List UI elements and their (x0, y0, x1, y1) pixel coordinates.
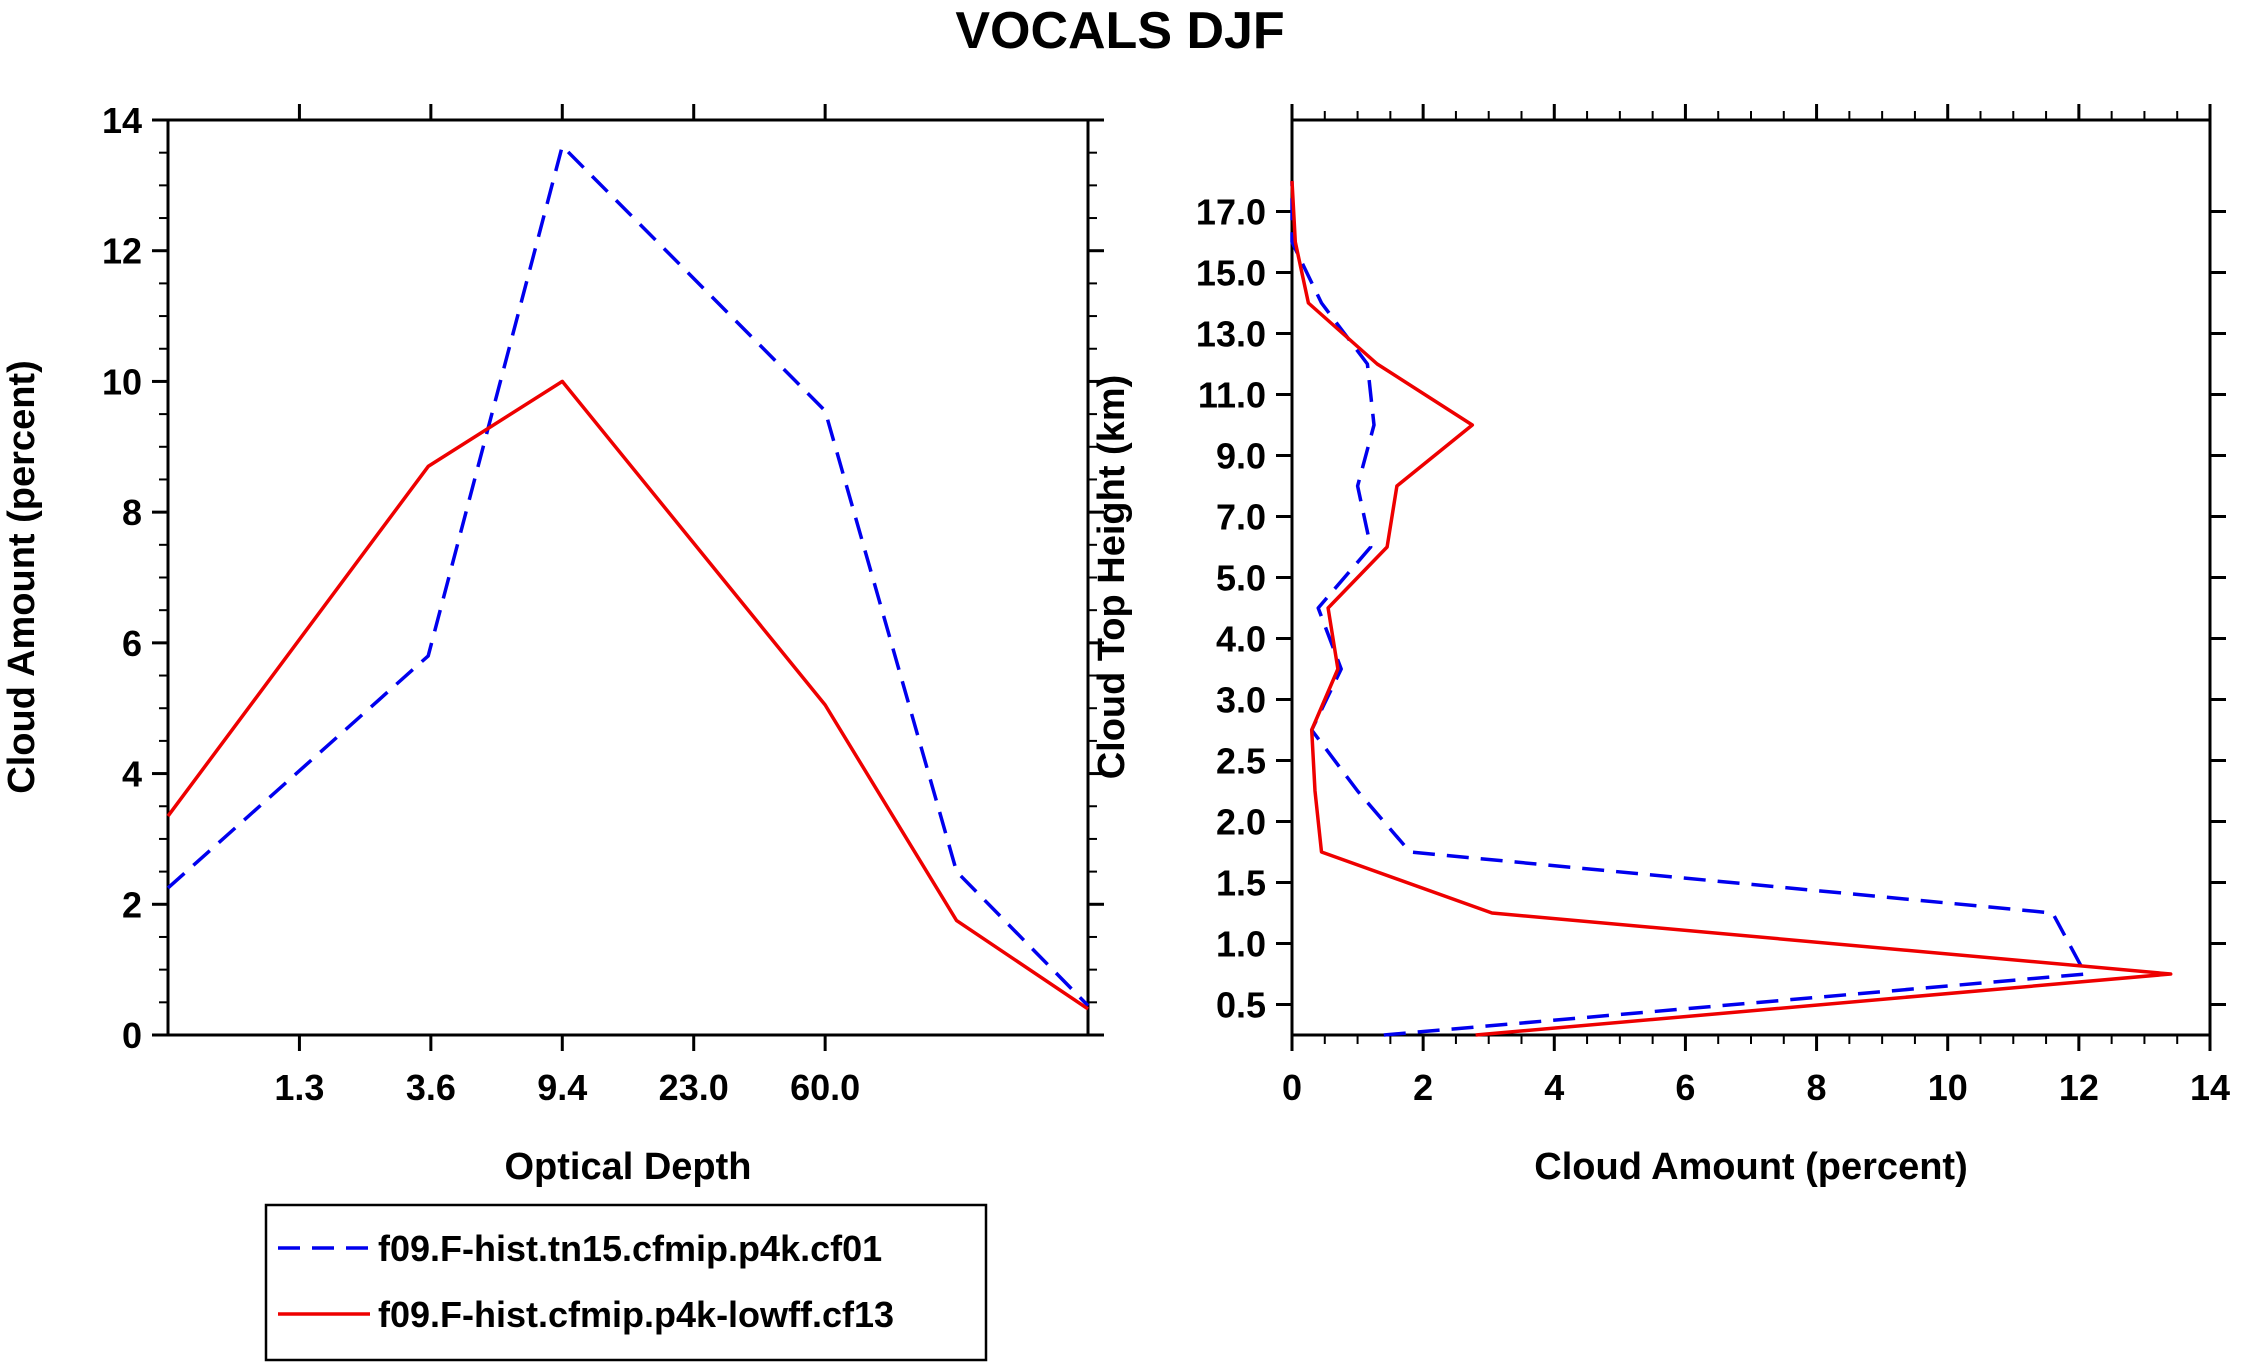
right-x-tick-label: 6 (1675, 1067, 1695, 1108)
left-x-tick-label: 3.6 (406, 1067, 456, 1108)
left-y-tick-label: 2 (122, 884, 142, 925)
left-y-tick-label: 4 (122, 754, 142, 795)
right-x-axis-label: Cloud Amount (percent) (1534, 1146, 1967, 1188)
right-y-tick-label: 2.0 (1216, 802, 1266, 843)
right-y-tick-label: 9.0 (1216, 436, 1266, 477)
right-plot-frame (1290, 118, 2212, 1037)
left-y-tick-label: 10 (102, 361, 142, 402)
right-y-axis-label: Cloud Top Height (km) (1091, 375, 1133, 780)
right-x-tick-label: 12 (2059, 1067, 2099, 1108)
left-y-axis-label: Cloud Amount (percent) (1, 360, 43, 793)
left-y-tick-label: 12 (102, 231, 142, 272)
right-y-tick-label: 2.5 (1216, 741, 1266, 782)
left-x-axis-label: Optical Depth (504, 1146, 751, 1188)
right-x-tick-label: 4 (1544, 1067, 1564, 1108)
right-y-tick-label: 1.0 (1216, 924, 1266, 965)
optical-depth-panel: 0 2 4 6 8 10 12 14 1.3 3.6 9.4 23.0 60.0 Optical Dep… (1, 100, 1104, 1188)
right-x-tick-label: 2 (1413, 1067, 1433, 1108)
left-y-tick-label: 0 (122, 1015, 142, 1056)
legend-label-series-a: f09.F-hist.tn15.cfmip.p4k.cf01 (378, 1228, 882, 1269)
left-x-tick-label: 1.3 (274, 1067, 324, 1108)
legend-label-series-b: f09.F-hist.cfmip.p4k-lowff.cf13 (378, 1294, 894, 1335)
right-y-tick-label: 17.0 (1196, 192, 1266, 233)
left-x-tick-label: 60.0 (790, 1067, 860, 1108)
left-x-tick-label: 9.4 (537, 1067, 587, 1108)
left-plot-frame (166, 118, 1090, 1037)
left-series-line-a (166, 144, 1090, 1007)
right-y-tick-label: 11.0 (1198, 375, 1266, 416)
right-y-tick-label: 4.0 (1216, 619, 1266, 660)
left-y-tick-label: 14 (102, 100, 142, 141)
cloud-top-height-panel: 0 2 4 6 8 10 12 14 0.5 1.0 1.5 2.0 2.5 3.0 4.0 5.0 7.0 9.… (1091, 104, 2230, 1188)
right-x-tick-label: 14 (2190, 1067, 2230, 1108)
right-y-tick-label: 0.5 (1216, 985, 1266, 1026)
right-series-line-b (1290, 180, 2173, 1037)
left-y-tick-label: 8 (122, 492, 142, 533)
legend-box (264, 1203, 988, 1362)
left-x-tick-label: 23.0 (659, 1067, 729, 1108)
right-x-tick-label: 10 (1928, 1067, 1968, 1108)
right-y-tick-label: 15.0 (1196, 253, 1266, 294)
left-series-line-b (166, 379, 1089, 1011)
right-x-tick-label: 8 (1807, 1067, 1827, 1108)
right-y-tick-label: 13.0 (1196, 314, 1266, 355)
right-y-tick-label: 7.0 (1216, 497, 1266, 538)
legend: f09.F-hist.tn15.cfmip.p4k.cf01 f09.F-his… (264, 1203, 988, 1362)
right-y-tick-label: 5.0 (1216, 558, 1266, 599)
left-y-tick-label: 6 (122, 623, 142, 664)
right-y-tick-label: 3.0 (1216, 680, 1266, 721)
chart-title: VOCALS DJF (955, 2, 1284, 60)
right-x-tick-label: 0 (1282, 1067, 1302, 1108)
right-series-line-a (1290, 181, 2088, 1037)
right-y-tick-label: 1.5 (1216, 863, 1266, 904)
